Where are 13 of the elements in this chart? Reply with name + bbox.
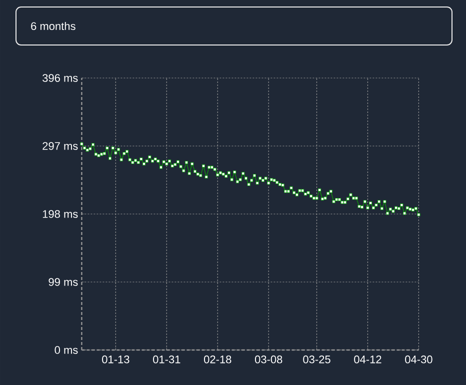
y-tick-label: 297 ms bbox=[42, 142, 78, 150]
y-tick-label: 99 ms bbox=[48, 278, 78, 286]
x-tick-label: 04-12 bbox=[354, 356, 382, 364]
y-tick-label: 198 ms bbox=[42, 210, 78, 218]
x-tick-label: 01-13 bbox=[102, 356, 130, 364]
text: 6 months bbox=[31, 22, 76, 30]
x-tick-label: 03-08 bbox=[254, 356, 282, 364]
y-tick-label: 396 ms bbox=[42, 74, 78, 82]
x-tick-label: 02-18 bbox=[204, 356, 232, 364]
x-tick-label: 01-31 bbox=[153, 356, 180, 364]
y-tick-label: 0 ms bbox=[54, 346, 78, 354]
x-tick-label: 04-30 bbox=[405, 356, 432, 364]
x-tick-label: 03-25 bbox=[303, 356, 330, 364]
